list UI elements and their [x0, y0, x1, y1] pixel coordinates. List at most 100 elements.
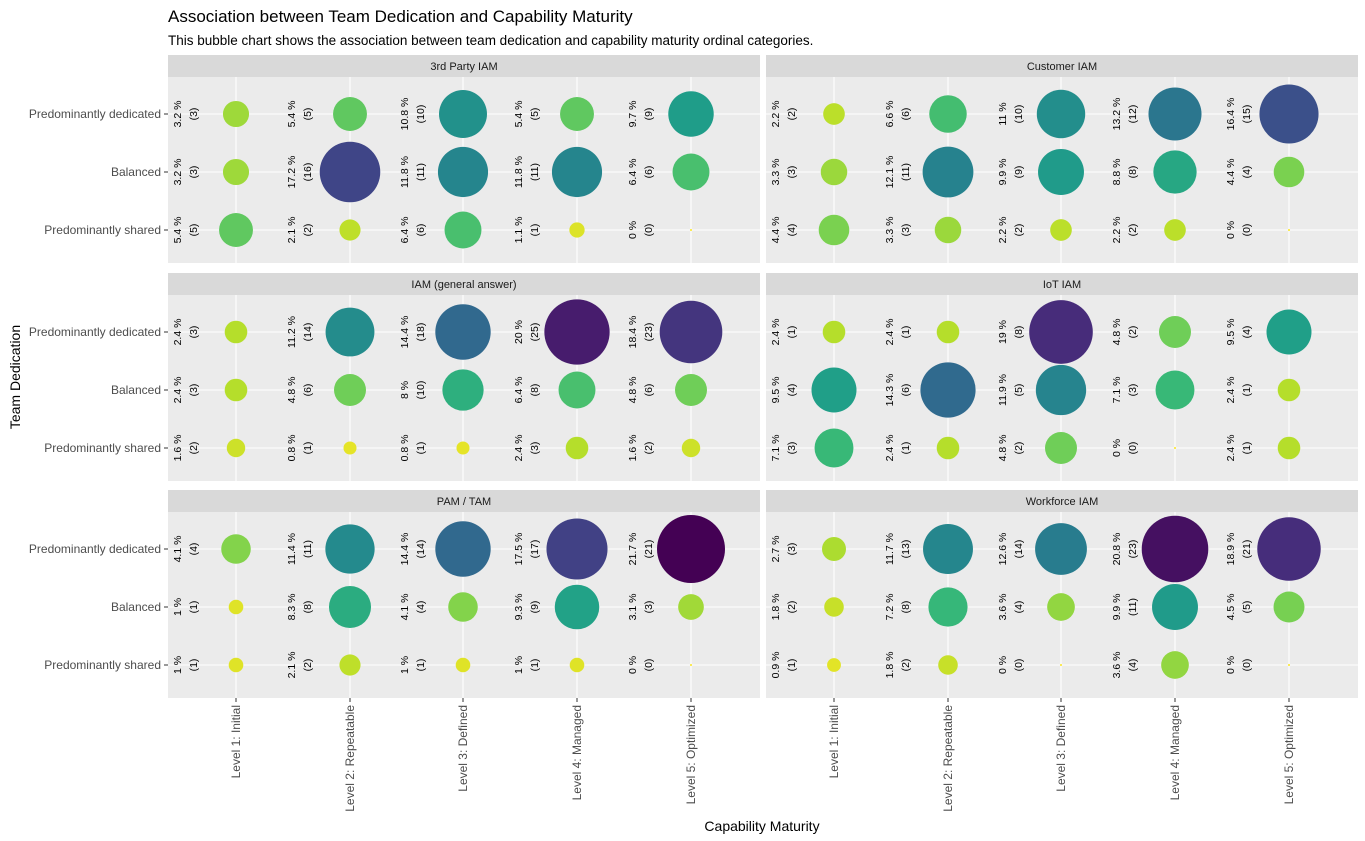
data-label-percent: 19 %: [997, 320, 1009, 344]
data-label-percent: 0 %: [1225, 221, 1237, 239]
data-label-percent: 2.4 %: [770, 319, 782, 346]
data-label-percent: 17.5 %: [513, 533, 525, 566]
data-label-percent: 11.2 %: [286, 316, 298, 348]
bubble: [1038, 149, 1084, 195]
bubble: [657, 515, 725, 583]
bubble: [824, 597, 844, 617]
data-label-count: (2): [643, 442, 655, 455]
x-tick-label: Level 3: Defined: [456, 705, 470, 792]
data-label-percent: 18.4 %: [627, 316, 639, 349]
bubble: [1050, 219, 1072, 241]
data-label-count: (2): [1013, 224, 1025, 237]
data-label-percent: 21.7 %: [627, 533, 639, 566]
bubble: [929, 95, 967, 133]
data-label-percent: 14.3 %: [884, 374, 896, 407]
bubble: [1036, 89, 1086, 139]
bubble: [339, 654, 361, 676]
bubble: [1141, 515, 1209, 583]
data-label-count: (6): [415, 224, 427, 237]
facet-strip: [766, 273, 1358, 295]
data-label-count: (3): [1127, 384, 1139, 397]
data-label-count: (1): [1241, 384, 1253, 397]
data-label-percent: 1.1 %: [513, 217, 525, 244]
data-label-count: (6): [900, 384, 912, 397]
data-label-percent: 1.8 %: [884, 652, 896, 679]
data-label-percent: 0.8 %: [286, 435, 298, 462]
data-label-count: (12): [1127, 105, 1139, 124]
bubble: [328, 585, 372, 629]
bubble: [827, 658, 841, 672]
data-label-percent: 4.5 %: [1225, 594, 1237, 621]
bubble: [569, 222, 585, 238]
data-label-count: (25): [529, 323, 541, 342]
bubble: [928, 587, 968, 627]
data-label-count: (1): [900, 326, 912, 339]
data-label-percent: 2.4 %: [1225, 377, 1237, 404]
bubble: [319, 141, 381, 203]
y-tick-label: Predominantly dedicated: [29, 542, 161, 556]
data-label-percent: 0.9 %: [770, 652, 782, 679]
bubble: [920, 362, 976, 418]
bubble: [222, 100, 250, 128]
data-label-count: (2): [302, 659, 314, 672]
facet-strip-label: Workforce IAM: [1026, 496, 1099, 508]
data-label-percent: 20.8 %: [1111, 533, 1123, 566]
bubble: [435, 304, 491, 360]
data-label-percent: 17.2 %: [286, 156, 298, 189]
bubble: [334, 374, 366, 406]
data-label-percent: 11.4 %: [286, 533, 298, 565]
data-label-percent: 4.8 %: [1111, 319, 1123, 346]
data-label-percent: 14.4 %: [399, 316, 411, 349]
bubble: [1148, 87, 1202, 141]
facet-panel: Workforce IAM 2.7 % (3) 11.7 % (13) 12.6 % (14…: [766, 490, 1358, 812]
data-label-count: (11): [302, 540, 314, 558]
data-label-count: (18): [415, 323, 427, 342]
x-tick-label: Level 4: Managed: [1168, 705, 1182, 800]
bubble: [456, 441, 470, 455]
data-label-count: (1): [786, 326, 798, 339]
y-tick-label: Predominantly dedicated: [29, 325, 161, 339]
facet-panel: IAM (general answer) 2.4 % (3) 11.2 % (14) 14…: [29, 273, 760, 481]
y-tick-label: Predominantly dedicated: [29, 107, 161, 121]
data-label-percent: 4.8 %: [286, 377, 298, 404]
data-label-percent: 6.4 %: [399, 217, 411, 244]
data-label-percent: 7.2 %: [884, 594, 896, 621]
bubble: [938, 655, 958, 675]
facet-strip-label: 3rd Party IAM: [430, 61, 497, 73]
y-tick-label: Balanced: [111, 165, 161, 179]
bubble: [224, 320, 248, 344]
bubble: [818, 214, 850, 246]
y-tick-label: Balanced: [111, 383, 161, 397]
data-label-percent: 7.1 %: [1111, 377, 1123, 404]
bubble: [1161, 651, 1189, 679]
data-label-count: (3): [643, 601, 655, 614]
y-axis-title: Team Dedication: [7, 325, 23, 429]
bubble: [934, 216, 962, 244]
bubble: [333, 97, 367, 131]
data-label-percent: 9.9 %: [997, 159, 1009, 186]
data-label-count: (4): [1241, 326, 1253, 339]
data-label-percent: 6.4 %: [513, 377, 525, 404]
x-tick-label: Level 4: Managed: [570, 705, 584, 800]
data-label-percent: 11.9 %: [997, 374, 1009, 406]
bubble: [1257, 517, 1321, 581]
data-label-count: (14): [302, 323, 314, 342]
bubble: [226, 438, 246, 458]
data-label-count: (1): [529, 224, 541, 237]
bubble: [560, 97, 594, 131]
data-label-count: (8): [1127, 166, 1139, 179]
bubble: [448, 592, 478, 622]
bubble: [1035, 364, 1087, 416]
facet-panel: Customer IAM 2.2 % (2) 6.6 % (6) 11 % (10) 13.2…: [766, 55, 1358, 263]
bubble: [1164, 219, 1186, 241]
bubble: [1277, 378, 1301, 402]
data-label-percent: 2.1 %: [286, 652, 298, 679]
data-label-count: (8): [1013, 326, 1025, 339]
data-label-percent: 9.5 %: [770, 377, 782, 404]
data-label-count: (3): [188, 384, 200, 397]
x-tick-label: Level 5: Optimized: [684, 705, 698, 804]
bubble: [455, 657, 471, 673]
bubble: [681, 438, 701, 458]
y-tick-label: Predominantly shared: [44, 223, 161, 237]
bubble: [439, 90, 487, 138]
